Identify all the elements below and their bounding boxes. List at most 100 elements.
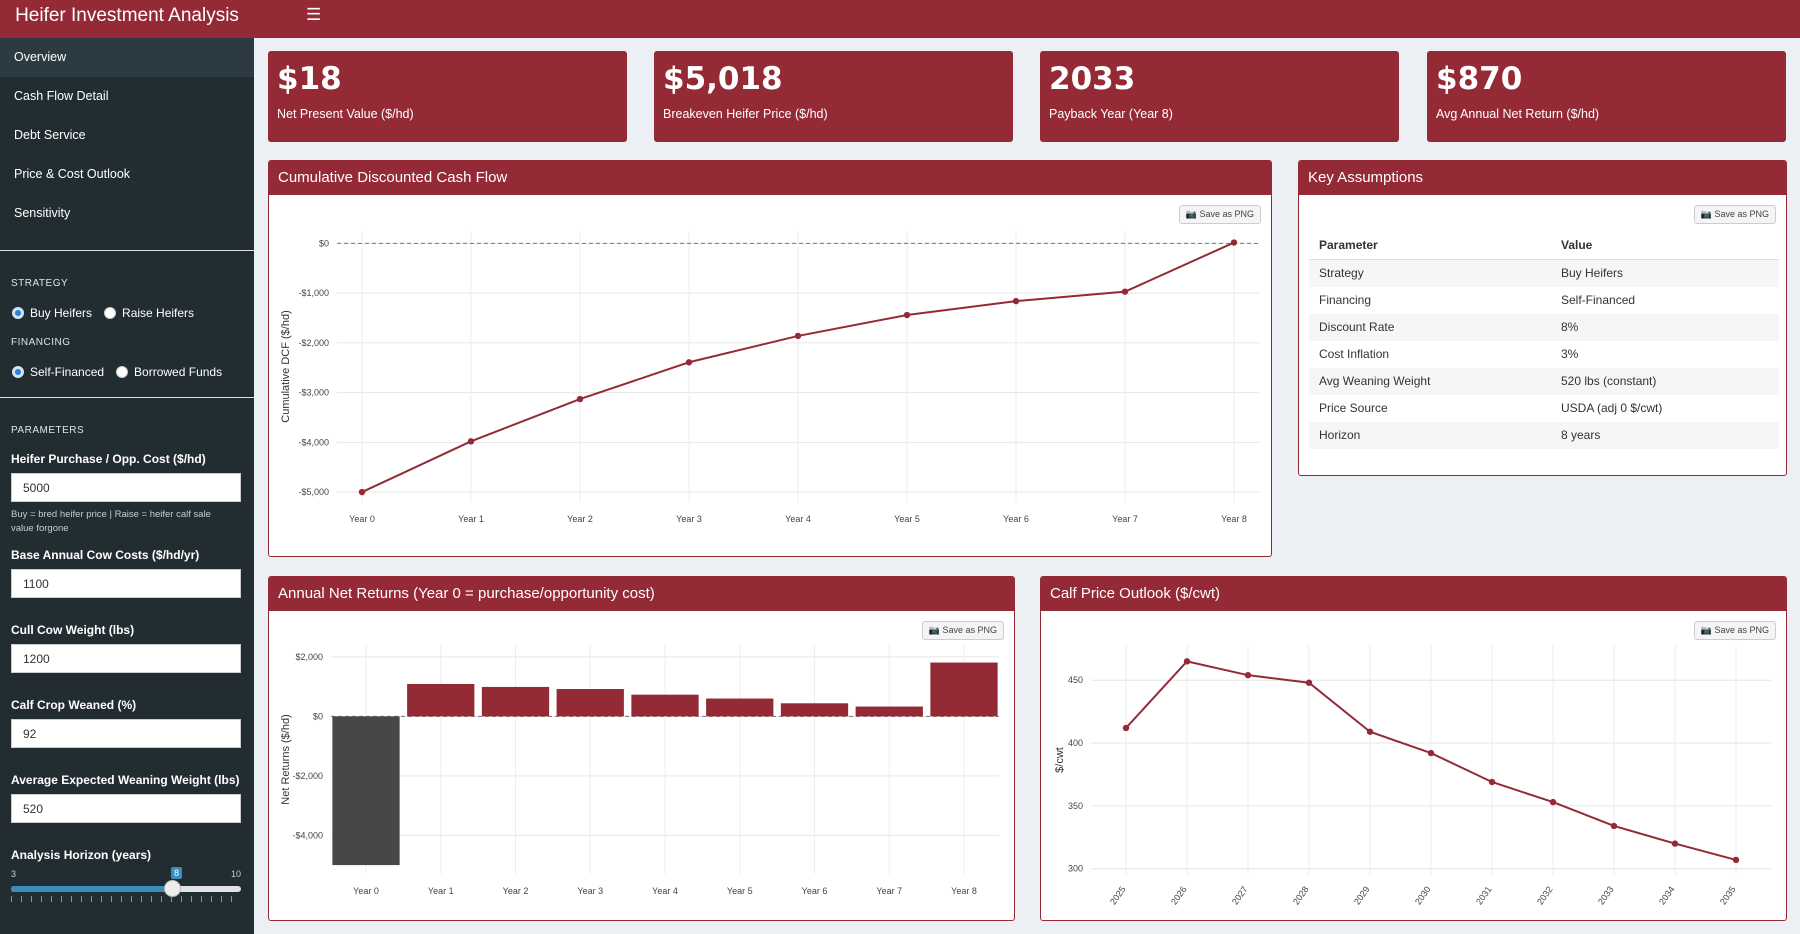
x-tick-label: 2035 [1718,884,1738,906]
kpi-payback-year: 2033 Payback Year (Year 8) [1040,51,1399,142]
data-point [1488,778,1496,786]
x-tick-label: Year 0 [349,514,375,524]
save-png-button[interactable]: 📷 Save as PNG [1693,205,1776,224]
radio-unselected-icon [116,366,129,378]
y-tick-label: $0 [319,238,329,248]
x-tick-label: Year 3 [577,886,603,896]
y-tick-label: -$4,000 [298,437,329,447]
financing-radio-group: Self-Financed Borrowed Funds [0,365,254,379]
slider-min-label: 3 [11,869,17,879]
sidebar-item-price-cost-outlook[interactable]: Price & Cost Outlook [14,167,131,181]
save-png-button[interactable]: 📷 Save as PNG [1178,205,1261,224]
sidebar-item-overview[interactable]: Overview [0,38,254,77]
cumulative-dcf-chart: $0 -$1,000 -$2,000 -$3,000 -$4,000 -$5,000 Cum… [280,231,1259,524]
x-tick-label: 2034 [1657,884,1677,906]
app-title: Heifer Investment Analysis [15,5,239,26]
kpi-label: Avg Annual Net Return ($/hd) [1436,107,1600,121]
weaning-weight-input[interactable]: 520 [11,794,241,823]
table-cell: 520 lbs (constant) [1551,367,1779,395]
x-tick-label: Year 4 [652,886,678,896]
y-axis-label: Net Returns ($/hd) [280,714,292,804]
y-tick-label: -$4,000 [292,830,323,840]
table-cell: Price Source [1319,401,1388,415]
data-point [903,311,911,319]
table-cell: 3% [1561,347,1579,361]
radio-self-financed[interactable]: Self-Financed [12,365,104,379]
y-tick-label: -$2,000 [292,771,323,781]
table-row: Financing Self-Financed [1309,287,1779,314]
data-point [358,488,366,496]
data-point [1427,749,1435,757]
cow-costs-label: Base Annual Cow Costs ($/hd/yr) [11,548,200,562]
data-point [576,395,584,403]
table-cell: Buy Heifers [1551,259,1779,287]
bar [855,706,923,717]
table-cell: Self-Financed [1561,293,1636,307]
x-tick-label: Year 5 [727,886,753,896]
box-title: Cumulative Discounted Cash Flow [269,161,1271,195]
data-point [1671,840,1679,847]
data-point [1610,822,1618,830]
x-tick-label: Year 2 [567,514,593,524]
table-row: Cost Inflation 3% [1309,341,1779,368]
x-tick-label: Year 1 [428,886,454,896]
x-tick-label: 2025 [1108,884,1128,906]
save-png-button[interactable]: 📷 Save as PNG [921,621,1004,640]
data-point [1305,679,1313,686]
table-cell: 8 years [1551,421,1779,449]
kpi-breakeven-price: $5,018 Breakeven Heifer Price ($/hd) [654,51,1013,142]
x-tick-label: Year 8 [951,886,977,896]
data-point [685,359,693,366]
data-point [1230,239,1238,246]
table-row: Strategy Buy Heifers [1309,259,1779,287]
x-tick-label: 2027 [1230,884,1250,906]
radio-raise-heifers[interactable]: Raise Heifers [104,306,194,320]
kpi-value: $5,018 [663,61,783,97]
data-point [1366,728,1374,735]
sidebar-divider [0,397,254,398]
sidebar-item-sensitivity[interactable]: Sensitivity [14,206,71,220]
x-tick-label: Year 6 [802,886,828,896]
data-point [1732,856,1740,864]
radio-borrowed-funds[interactable]: Borrowed Funds [116,365,222,379]
data-point [1012,297,1020,305]
heifer-cost-input[interactable]: 5000 [11,473,241,502]
table-header-row: Parameter Value [1309,231,1779,260]
calf-crop-label: Calf Crop Weaned (%) [11,698,137,712]
table-cell: Avg Weaning Weight [1309,367,1551,395]
calf-crop-input[interactable]: 92 [11,719,241,748]
sidebar-item-cash-flow-detail[interactable]: Cash Flow Detail [14,89,109,103]
bar [407,683,475,717]
slider-ticks [11,896,241,902]
cow-costs-input[interactable]: 1100 [11,569,241,598]
y-tick-label: 400 [1068,738,1083,748]
y-tick-label: -$2,000 [298,338,329,348]
column-header: Parameter [1309,231,1551,260]
bar [706,698,774,717]
data-point [467,438,475,445]
cull-weight-input[interactable]: 1200 [11,644,241,673]
box-title: Calf Price Outlook ($/cwt) [1041,577,1786,611]
data-point [1549,798,1557,806]
hamburger-icon[interactable]: ☰ [306,5,322,24]
assumptions-table: Parameter Value Strategy Buy Heifers Fina… [1309,231,1779,449]
x-tick-label: Year 8 [1221,514,1247,524]
slider-handle[interactable] [164,880,181,897]
radio-buy-heifers[interactable]: Buy Heifers [12,306,92,320]
x-tick-label: 2033 [1596,884,1616,906]
x-tick-label: Year 0 [353,886,379,896]
x-tick-label: 2029 [1352,884,1372,906]
radio-selected-icon [12,366,24,378]
data-point [1121,288,1129,295]
table-cell: Horizon [1309,421,1551,449]
bar [332,716,400,866]
sidebar-item-debt-service[interactable]: Debt Service [14,128,86,142]
save-png-button[interactable]: 📷 Save as PNG [1693,621,1776,640]
kpi-npv: $18 Net Present Value ($/hd) [268,51,627,142]
bar [930,662,998,717]
horizon-slider[interactable]: 3 10 8 [11,867,241,903]
box-title: Key Assumptions [1299,161,1786,195]
y-tick-label: 350 [1068,801,1083,811]
annual-net-returns-box: Annual Net Returns (Year 0 = purchase/op… [268,576,1015,921]
radio-unselected-icon [104,307,117,319]
